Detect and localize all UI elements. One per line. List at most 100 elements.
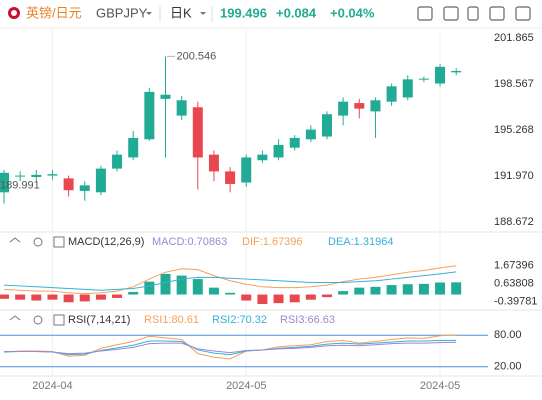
dropdown-arrow[interactable] — [146, 12, 152, 15]
candle-body — [435, 66, 446, 84]
candle-body — [354, 103, 365, 109]
macd-bar — [128, 291, 139, 295]
price: 199.496 — [220, 5, 267, 20]
hide-icon[interactable] — [9, 237, 21, 243]
max-label: 200.546 — [177, 50, 217, 62]
macd-bar — [47, 294, 58, 300]
y-tick-label: 191.970 — [494, 170, 534, 182]
settings-icon[interactable] — [33, 237, 43, 247]
candle-body — [95, 168, 106, 193]
candle-body — [63, 178, 74, 191]
macd-bar — [370, 286, 381, 295]
dropdown-arrow[interactable] — [200, 12, 206, 15]
tool-icon[interactable] — [489, 6, 505, 21]
macd-bar — [160, 273, 171, 295]
candle-body — [47, 174, 58, 176]
candle-body — [289, 137, 300, 148]
legend-label: RSI1:80.61 — [144, 314, 199, 326]
candle-body — [273, 144, 284, 158]
legend-label: RSI3:66.63 — [280, 314, 335, 326]
candle-body — [192, 107, 203, 158]
x-tick-label: 2024-04 — [32, 380, 72, 392]
macd-bar — [451, 282, 462, 295]
flag-icon — [11, 10, 17, 16]
change-pct: +0.04% — [330, 5, 375, 20]
y-tick-label: 198.567 — [494, 78, 534, 90]
candle-body — [370, 100, 381, 112]
tool-icon[interactable] — [443, 6, 459, 21]
macd-bar — [322, 294, 332, 298]
macd-bar — [144, 281, 155, 295]
change: +0.084 — [276, 5, 317, 20]
candle-body — [418, 78, 429, 80]
candle-body — [79, 185, 90, 191]
macd-bar — [305, 294, 316, 300]
rsi-line — [3, 339, 457, 356]
candle-body — [225, 171, 236, 184]
candle-body — [322, 114, 332, 137]
macd-bar — [95, 294, 106, 300]
macd-bar — [15, 294, 26, 300]
legend-label: RSI2:70.32 — [212, 314, 267, 326]
y-tick-label: 80.00 — [494, 329, 522, 341]
tool-icon[interactable] — [515, 6, 531, 21]
y-tick-label: 201.865 — [494, 32, 534, 44]
y-tick-label: 0.63808 — [494, 277, 534, 289]
macd-bar — [354, 287, 365, 295]
macd-line — [3, 265, 457, 295]
candle-body — [402, 79, 413, 98]
candle-body — [338, 101, 349, 116]
macd-bar — [225, 292, 236, 295]
macd-bar — [289, 294, 300, 303]
macd-bar — [435, 282, 446, 295]
candle-body — [241, 157, 252, 183]
macd-bar — [31, 294, 42, 301]
settings-icon[interactable] — [33, 315, 43, 325]
macd-bar — [402, 284, 413, 295]
add-icon[interactable] — [53, 236, 65, 248]
rsi-title: RSI(7,14,21) — [68, 314, 130, 326]
min-label: 189.991 — [0, 180, 40, 192]
macd-bar — [176, 275, 187, 295]
y-tick-label: 1.67396 — [494, 260, 534, 272]
y-tick-label: 188.672 — [494, 216, 534, 228]
macd-bar — [386, 285, 397, 295]
period[interactable]: 日K — [170, 5, 192, 20]
x-tick-label: 2024-05 — [226, 380, 266, 392]
legend-label: MACD:0.70863 — [152, 236, 227, 248]
macd-bar — [112, 294, 123, 298]
macd-title: MACD(12,26,9) — [68, 236, 144, 248]
header: 英镑/日元 GBPJPY 日K 199.496 +0.084 +0.04% — [0, 5, 542, 29]
macd-bar — [273, 294, 284, 304]
candle-body — [305, 129, 316, 140]
candle-body — [208, 154, 219, 172]
symbol[interactable]: GBPJPY — [96, 5, 148, 20]
macd-bar — [208, 287, 219, 295]
macd-bar — [79, 294, 90, 302]
rsi-line — [4, 341, 457, 355]
macd-bar — [63, 294, 74, 303]
hide-icon[interactable] — [9, 315, 21, 321]
macd-line — [3, 271, 457, 291]
macd-bar — [241, 294, 252, 301]
legend-label: DEA:1.31964 — [328, 236, 393, 248]
tool-icon[interactable] — [467, 6, 479, 21]
candle-body — [160, 94, 171, 99]
candle-body — [144, 91, 155, 140]
add-icon[interactable] — [53, 314, 65, 326]
candle-body — [128, 137, 139, 158]
legend-label: DIF:1.67396 — [242, 236, 303, 248]
candle-body — [0, 172, 9, 193]
x-tick-label: 2024-05 — [420, 380, 460, 392]
macd-bar — [338, 291, 349, 295]
candle-body — [31, 174, 42, 177]
tool-icon[interactable] — [417, 6, 433, 21]
rsi-line — [3, 334, 457, 360]
candle-body — [176, 100, 187, 116]
macd-bar — [192, 279, 203, 295]
candle-body — [386, 86, 397, 102]
pair-name[interactable]: 英镑/日元 — [26, 5, 82, 20]
macd-bar — [257, 294, 268, 304]
candle-body — [112, 154, 123, 169]
